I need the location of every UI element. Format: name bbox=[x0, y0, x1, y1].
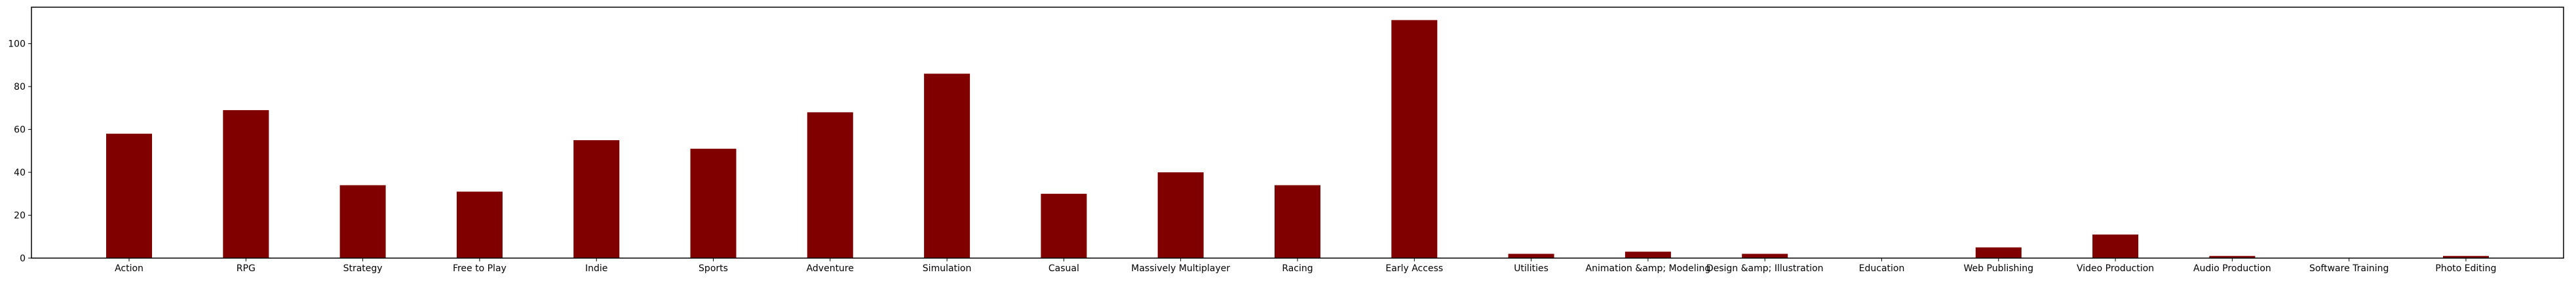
x-tick-label-6: Adventure bbox=[807, 263, 854, 274]
x-tick-label-13: Animation &amp; Modeling bbox=[1586, 263, 1711, 274]
bar-4 bbox=[573, 140, 620, 258]
bar-11 bbox=[1391, 20, 1438, 259]
bar-3 bbox=[456, 191, 503, 258]
bar-10 bbox=[1275, 185, 1320, 258]
bar-6 bbox=[807, 112, 853, 258]
x-tick-label-9: Massively Multiplayer bbox=[1131, 263, 1230, 274]
y-tick-label-3: 60 bbox=[14, 125, 26, 136]
bars-group bbox=[106, 20, 2489, 259]
y-axis: 0 20 40 60 80 100 bbox=[8, 39, 31, 264]
x-tick-label-14: Design &amp; Illustration bbox=[1706, 263, 1824, 274]
bar-20 bbox=[2443, 255, 2489, 258]
x-tick-label-1: RPG bbox=[237, 263, 256, 274]
bar-17 bbox=[2092, 234, 2139, 258]
bar-14 bbox=[1742, 254, 1788, 258]
x-axis: Action RPG Strategy Free to Play Indie Sports… bbox=[115, 258, 2497, 274]
bar-12 bbox=[1508, 254, 1554, 258]
x-tick-label-7: Simulation bbox=[923, 263, 972, 274]
x-tick-label-16: Web Publishing bbox=[1964, 263, 2034, 274]
x-tick-label-10: Racing bbox=[1282, 263, 1313, 274]
bar-2 bbox=[339, 185, 386, 258]
y-tick-label-1: 20 bbox=[14, 211, 26, 221]
x-tick-label-4: Indie bbox=[585, 263, 607, 274]
bar-0 bbox=[106, 134, 152, 258]
bar-7 bbox=[924, 73, 971, 258]
x-tick-label-18: Audio Production bbox=[2193, 263, 2271, 274]
y-tick-label-4: 80 bbox=[14, 82, 26, 92]
y-tick-label-0: 0 bbox=[20, 254, 26, 264]
x-tick-label-12: Utilities bbox=[1514, 263, 1548, 274]
x-tick-label-15: Education bbox=[1859, 263, 1905, 274]
x-tick-label-2: Strategy bbox=[343, 263, 383, 274]
x-tick-label-8: Casual bbox=[1048, 263, 1079, 274]
bar-18 bbox=[2209, 255, 2256, 258]
x-tick-label-5: Sports bbox=[699, 263, 728, 274]
x-tick-label-0: Action bbox=[115, 263, 144, 274]
bar-9 bbox=[1157, 172, 1204, 258]
bar-16 bbox=[1975, 247, 2022, 258]
x-tick-label-3: Free to Play bbox=[453, 263, 507, 274]
x-tick-label-19: Software Training bbox=[2309, 263, 2389, 274]
bar-5 bbox=[690, 149, 737, 258]
bar-13 bbox=[1624, 252, 1671, 258]
x-tick-label-11: Early Access bbox=[1385, 263, 1443, 274]
bar-8 bbox=[1041, 193, 1087, 258]
y-tick-label-2: 40 bbox=[14, 168, 26, 178]
bar-1 bbox=[223, 110, 269, 258]
y-tick-label-5: 100 bbox=[8, 39, 26, 50]
plot-frame bbox=[31, 7, 2564, 259]
x-tick-label-20: Photo Editing bbox=[2435, 263, 2496, 274]
x-tick-label-17: Video Production bbox=[2077, 263, 2154, 274]
